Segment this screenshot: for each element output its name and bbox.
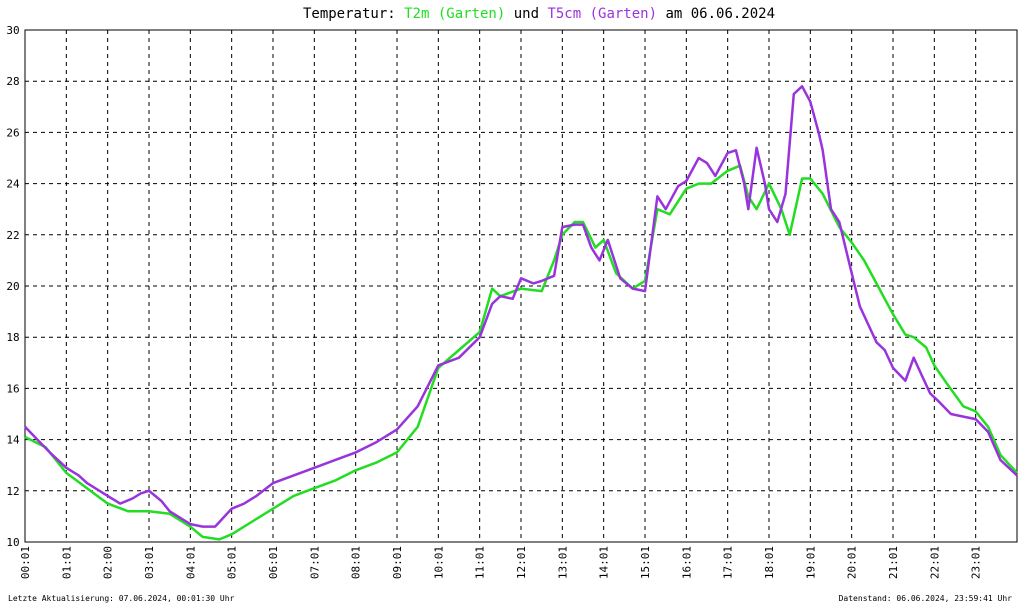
title-series2: T5cm (Garten) (547, 6, 657, 22)
title-suffix: am 06.06.2024 (657, 6, 775, 22)
x-tick-label: 04:01 (184, 546, 197, 579)
x-tick-label: 23:01 (970, 546, 983, 579)
x-tick-label: 02:00 (102, 546, 115, 579)
y-tick-label: 16 (6, 382, 19, 395)
x-tick-label: 13:01 (556, 546, 569, 579)
x-tick-label: 06:01 (267, 546, 280, 579)
x-tick-label: 14:01 (598, 546, 611, 579)
title-prefix: Temperatur: (303, 6, 404, 22)
x-tick-label: 19:01 (804, 546, 817, 579)
y-tick-label: 28 (6, 75, 19, 88)
y-tick-label: 12 (6, 485, 19, 498)
x-tick-label: 01:01 (60, 546, 73, 579)
x-tick-label: 16:01 (680, 546, 693, 579)
series-line-2 (24, 85, 1018, 528)
y-tick-label: 22 (6, 229, 19, 242)
x-tick-label: 18:01 (763, 546, 776, 579)
x-tick-label: 10:01 (432, 546, 445, 579)
y-tick-label: 14 (6, 434, 20, 447)
footer-last-update: Letzte Aktualisierung: 07.06.2024, 00:01… (8, 594, 235, 603)
x-tick-label: 17:01 (722, 546, 735, 579)
title-series1: T2m (Garten) (404, 6, 505, 22)
x-tick-label: 00:01 (19, 546, 32, 579)
x-tick-label: 21:01 (887, 546, 900, 579)
series-lines (24, 85, 1018, 541)
x-tick-label: 03:01 (143, 546, 156, 579)
x-tick-label: 12:01 (515, 546, 528, 579)
x-tick-label: 08:01 (350, 546, 363, 579)
x-tick-label: 07:01 (308, 546, 321, 579)
x-tick-label: 11:01 (474, 546, 487, 579)
grid-lines (25, 30, 1017, 542)
x-tick-label: 22:01 (928, 546, 941, 579)
y-axis-ticks: 10 12 14 16 18 20 22 24 26 28 30 (6, 24, 20, 549)
y-tick-label: 20 (6, 280, 19, 293)
title-middle: und (505, 6, 547, 22)
chart-title: Temperatur: T2m (Garten) und T5cm (Garte… (303, 6, 775, 22)
y-tick-label: 26 (6, 126, 19, 139)
y-tick-label: 24 (6, 178, 20, 191)
y-tick-label: 30 (6, 24, 19, 37)
y-tick-label: 18 (6, 331, 19, 344)
footer-data-status: Datenstand: 06.06.2024, 23:59:41 Uhr (839, 594, 1013, 603)
series-line-1 (24, 164, 1018, 541)
x-tick-label: 20:01 (846, 546, 859, 579)
x-tick-label: 05:01 (226, 546, 239, 579)
x-tick-label: 15:01 (639, 546, 652, 579)
x-axis-ticks: 00:01 01:01 02:00 03:01 04:01 05:01 06:01 07:01… (19, 546, 983, 579)
x-tick-label: 09:01 (391, 546, 404, 579)
y-tick-label: 10 (6, 536, 19, 549)
